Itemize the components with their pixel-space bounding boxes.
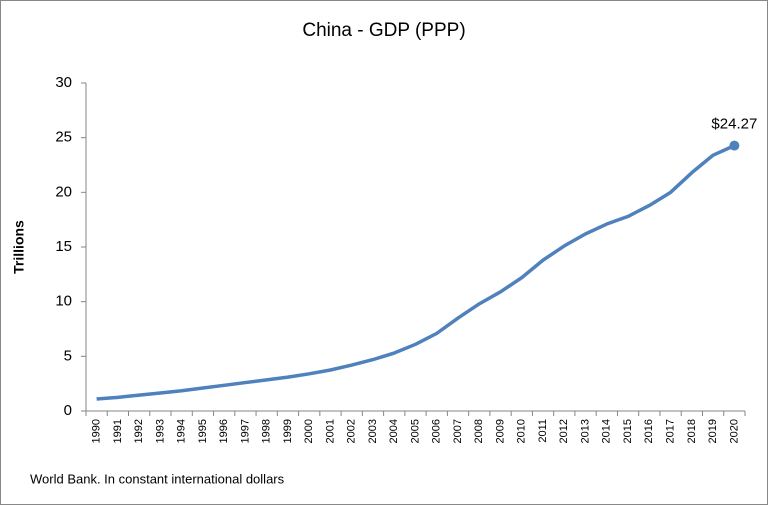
end-marker — [729, 140, 740, 151]
x-tick-label: 2019 — [707, 419, 719, 443]
x-tick-label: 1999 — [282, 419, 294, 443]
y-tick-label: 5 — [64, 347, 72, 364]
y-tick-label: 25 — [55, 129, 72, 146]
value-label: $24.27 — [711, 116, 757, 133]
x-tick-label: 2014 — [601, 419, 613, 443]
x-tick-label: 2010 — [516, 419, 528, 443]
x-tick-label: 1996 — [218, 419, 230, 443]
y-tick-label: 20 — [55, 183, 72, 200]
x-tick-label: 2001 — [324, 419, 336, 443]
x-tick-label: 1998 — [261, 419, 273, 443]
x-tick-label: 2007 — [452, 419, 464, 443]
x-tick-label: 2018 — [686, 419, 698, 443]
x-tick-label: 2003 — [367, 419, 379, 443]
y-tick-label: 0 — [64, 402, 72, 419]
source-note: World Bank. In constant international do… — [30, 471, 285, 486]
x-tick-label: 1994 — [176, 419, 188, 443]
x-tick-label: 1992 — [133, 419, 145, 443]
y-tick-label: 30 — [55, 74, 72, 91]
chart-title: China - GDP (PPP) — [302, 20, 465, 41]
x-tick-label: 1991 — [112, 419, 124, 443]
x-tick-label: 2002 — [346, 419, 358, 443]
x-tick-label: 2012 — [558, 419, 570, 443]
y-tick-label: 10 — [55, 293, 72, 310]
x-tick-label: 1993 — [154, 419, 166, 443]
x-tick-label: 2000 — [303, 419, 315, 443]
x-tick-label: 2008 — [473, 419, 485, 443]
x-tick-label: 2005 — [409, 419, 421, 443]
x-tick-label: 1995 — [197, 419, 209, 443]
x-tick-label: 2011 — [537, 419, 549, 443]
x-tick-label: 2017 — [665, 419, 677, 443]
x-tick-label: 2020 — [728, 419, 740, 443]
x-tick-label: 1997 — [239, 419, 251, 443]
x-tick-label: 1990 — [91, 419, 103, 443]
x-tick-label: 2009 — [494, 419, 506, 443]
x-tick-label: 2015 — [622, 419, 634, 443]
y-tick-label: 15 — [55, 238, 72, 255]
x-tick-label: 2016 — [643, 419, 655, 443]
x-tick-label: 2013 — [579, 419, 591, 443]
data-line — [96, 144, 736, 401]
y-axis-label: Trillions — [11, 220, 27, 274]
x-tick-label: 2006 — [431, 419, 443, 443]
x-tick-label: 2004 — [388, 419, 400, 443]
